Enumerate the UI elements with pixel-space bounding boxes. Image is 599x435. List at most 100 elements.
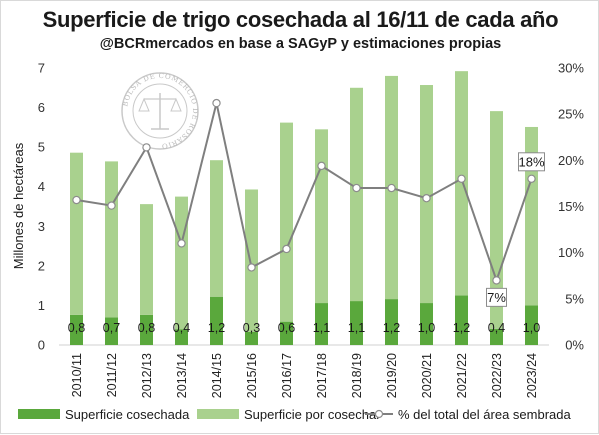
- annotation-box: [518, 152, 545, 172]
- y-tick-label: 3: [38, 219, 45, 234]
- y-axis-right: 0% 5% 10% 15% 20% 25% 30%: [558, 61, 584, 353]
- percent-point: [527, 174, 536, 183]
- bar-cosechada: [385, 299, 398, 345]
- legend-label-cosechada: Superficie cosechada: [65, 407, 190, 422]
- bar-value-label: 0,8: [68, 321, 85, 335]
- annotation-label: 18%: [518, 154, 544, 169]
- bar-value-labels: 0,8 0,7 0,8 0,4 1,2 0,3 0,6 1,1 1,1 1,2 1,0 1,2 0,4 1…: [68, 321, 540, 335]
- x-tick-label: 2013/14: [175, 353, 189, 398]
- bcr-seal-icon: BOLSA DE COMERCIO DE ROSARIO: [121, 72, 199, 150]
- y2-tick-label: 25%: [558, 107, 584, 122]
- x-axis-labels: 2010/11 2011/12 2012/13 2013/14 2014/15 2015/…: [70, 353, 539, 398]
- bar-cosechada: [525, 305, 538, 345]
- bar-value-label: 0,3: [243, 321, 260, 335]
- annotation-label: 7%: [487, 290, 506, 305]
- bar-cosechada: [490, 328, 503, 345]
- chart-title: Superficie de trigo cosechada al 16/11 d…: [42, 7, 559, 32]
- legend-swatch-cosechada: [18, 409, 60, 419]
- x-tick-label: 2018/19: [350, 353, 364, 398]
- x-tick-label: 2022/23: [490, 353, 504, 398]
- bar-value-label: 1,2: [453, 321, 470, 335]
- legend-swatch-por-cosechar: [197, 409, 239, 419]
- percent-point: [177, 239, 186, 248]
- percent-point: [107, 201, 116, 210]
- bar-value-label: 0,4: [173, 321, 190, 335]
- bar-cosechada: [420, 303, 433, 345]
- percent-line-series: [72, 98, 536, 285]
- bar-por-cosechar: [105, 161, 118, 318]
- y-axis-left: 0 1 2 3 4 5 6 7: [38, 61, 45, 353]
- bar-value-label: 1,0: [523, 321, 540, 335]
- x-tick-label: 2023/24: [525, 353, 539, 398]
- x-tick-label: 2012/13: [140, 353, 154, 398]
- bar-value-label: 1,0: [418, 321, 435, 335]
- bar-value-label: 1,2: [208, 321, 225, 335]
- x-tick-label: 2014/15: [210, 353, 224, 398]
- y2-tick-label: 0%: [565, 338, 584, 353]
- annotation-box: [486, 287, 507, 307]
- legend-label-por-cosechar: Superficie por cosechar: [244, 407, 381, 422]
- x-tick-label: 2016/17: [280, 353, 294, 398]
- y2-tick-label: 10%: [558, 245, 584, 260]
- y-tick-label: 7: [38, 61, 45, 76]
- percent-point: [457, 174, 466, 183]
- y-tick-label: 0: [38, 338, 45, 353]
- bar-cosechada: [210, 296, 223, 345]
- bar-por-cosechar: [140, 204, 153, 315]
- bar-cosechada: [175, 329, 188, 345]
- y-tick-label: 4: [38, 179, 45, 194]
- bar-value-label: 1,1: [348, 321, 365, 335]
- y2-tick-label: 15%: [558, 199, 584, 214]
- bar-cosechada: [280, 321, 293, 345]
- bar-cosechada: [315, 303, 328, 345]
- y-tick-label: 6: [38, 100, 45, 115]
- bar-value-label: 1,1: [313, 321, 330, 335]
- y-axis-title: Millones de hectáreas: [11, 142, 26, 269]
- bar-por-cosechar: [210, 160, 223, 297]
- x-tick-label: 2010/11: [70, 353, 84, 397]
- bar-por-cosechar: [315, 129, 328, 304]
- bar-cosechada: [455, 295, 468, 345]
- bar-value-label: 0,7: [103, 321, 120, 335]
- x-tick-label: 2020/21: [420, 353, 434, 398]
- percent-point: [387, 183, 396, 193]
- bar-cosechada: [350, 301, 363, 345]
- percent-point: [212, 98, 221, 108]
- bar-cosechada: [105, 317, 118, 345]
- bar-cosechada: [70, 314, 83, 345]
- bar-series: [70, 71, 538, 345]
- percent-line: [76, 102, 533, 284]
- bar-por-cosechar: [525, 126, 538, 306]
- percent-point: [247, 263, 256, 272]
- bar-por-cosechar: [280, 122, 293, 322]
- percent-point: [422, 193, 431, 203]
- percent-point: [72, 195, 81, 205]
- bar-cosechada: [245, 331, 258, 345]
- y2-tick-label: 5%: [565, 291, 584, 306]
- bar-por-cosechar: [70, 152, 83, 315]
- y-tick-label: 2: [38, 258, 45, 273]
- bar-value-label: 0,8: [138, 321, 155, 335]
- percent-point: [282, 244, 291, 254]
- bar-value-label: 1,2: [383, 321, 400, 335]
- percent-point: [317, 161, 326, 171]
- percent-point: [352, 183, 361, 193]
- bar-por-cosechar: [490, 111, 503, 329]
- bar-por-cosechar: [245, 189, 258, 332]
- x-tick-label: 2011/12: [105, 353, 119, 397]
- bar-por-cosechar: [350, 87, 363, 302]
- bar-value-label: 0,6: [278, 321, 295, 335]
- legend-marker-percent: [374, 409, 384, 419]
- y2-tick-label: 20%: [558, 153, 584, 168]
- x-tick-label: 2017/18: [315, 353, 329, 398]
- legend: Superficie cosechada Superficie por cose…: [18, 407, 571, 422]
- legend-label-percent: % del total del área sembrada: [398, 407, 571, 422]
- y2-tick-label: 30%: [558, 61, 584, 76]
- x-tick-label: 2021/22: [455, 353, 469, 398]
- x-tick-label: 2015/16: [245, 353, 259, 398]
- bar-value-label: 0,4: [488, 321, 505, 335]
- x-tick-label: 2019/20: [385, 353, 399, 398]
- bar-cosechada: [140, 314, 153, 345]
